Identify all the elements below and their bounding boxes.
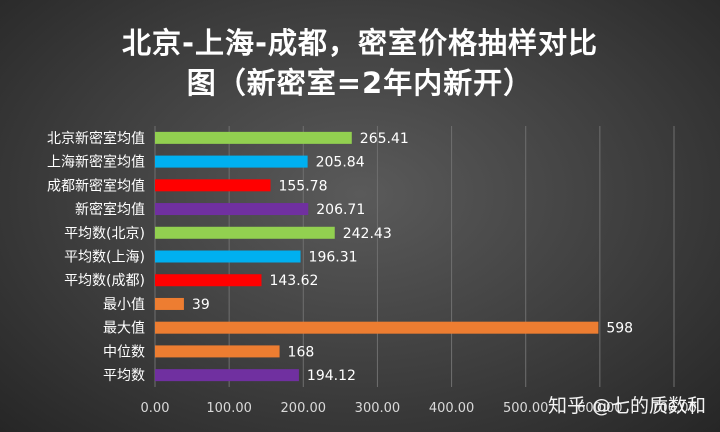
value-label-0: 265.41 (360, 131, 409, 147)
bar-3 (155, 203, 309, 216)
value-label-4: 242.43 (343, 226, 392, 242)
bar-5 (155, 250, 301, 263)
value-label-3: 206.71 (316, 202, 365, 218)
watermark: 知乎 @七的质数和 (547, 395, 706, 417)
x-tick-label-1: 100.00 (206, 401, 252, 416)
bar-4 (155, 226, 335, 239)
x-tick-label-5: 500.00 (503, 401, 549, 416)
bar-2 (155, 179, 271, 192)
x-tick-label-6: 600.00 (577, 401, 623, 416)
chart-title-line-1: 北京-上海-成都，密室价格抽样对比 (121, 26, 599, 60)
chart-title-line-2: 图（新密室=2年内新开） (186, 66, 534, 100)
value-label-10: 194.12 (307, 368, 356, 384)
bar-10 (155, 369, 299, 382)
category-label-10: 平均数 (103, 368, 145, 384)
category-label-0: 北京新密室均值 (47, 130, 145, 147)
category-label-7: 最小值 (103, 297, 145, 313)
category-label-2: 成都新密室均值 (47, 177, 145, 194)
x-tick-label-7: 700.00 (651, 401, 697, 416)
gridlines (154, 126, 675, 387)
category-label-8: 最大值 (103, 321, 145, 337)
category-label-9: 中位数 (103, 344, 145, 360)
bar-9 (155, 345, 280, 358)
bar-6 (155, 274, 262, 287)
x-tick-label-3: 300.00 (355, 401, 401, 416)
value-label-7: 39 (192, 297, 210, 313)
x-axis-tick-labels: 0.00 100.00 200.00 300.00 400.00 500.00 600.00… (141, 401, 697, 416)
bar-0 (155, 131, 352, 144)
x-tick-label-0: 0.00 (141, 401, 170, 416)
value-label-5: 196.31 (309, 250, 358, 266)
bar-8 (155, 321, 599, 334)
value-label-1: 205.84 (316, 155, 365, 171)
bar-7 (155, 297, 184, 310)
category-label-1: 上海新密室均值 (47, 154, 145, 171)
x-tick-label-2: 200.00 (281, 401, 327, 416)
bar-1 (155, 155, 308, 168)
category-label-4: 平均数(北京) (64, 226, 145, 242)
value-labels: 265.41 205.84 155.78 206.71 242.43 196.31 143.… (192, 131, 633, 384)
category-label-3: 新密室均值 (75, 201, 145, 218)
value-label-6: 143.62 (269, 273, 318, 289)
category-label-6: 平均数(成都) (64, 273, 145, 289)
bars-group (155, 131, 599, 382)
value-label-2: 155.78 (278, 178, 327, 194)
x-tick-label-4: 400.00 (429, 401, 475, 416)
value-label-9: 168 (288, 344, 315, 360)
value-label-8: 598 (606, 321, 633, 337)
category-label-5: 平均数(上海) (64, 250, 145, 266)
